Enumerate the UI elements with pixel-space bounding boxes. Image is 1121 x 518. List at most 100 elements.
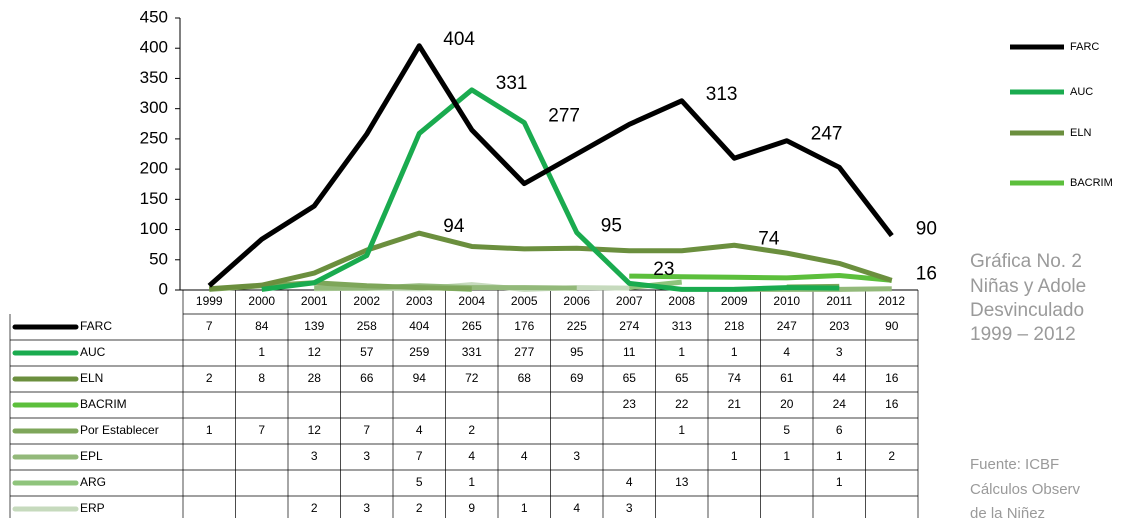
value-label: 313	[706, 84, 738, 105]
table-cell: 6	[836, 423, 843, 437]
legend-label: BACRIM	[1070, 177, 1113, 189]
table-cell: 20	[780, 397, 794, 411]
table-row-label: ELN	[80, 371, 103, 385]
table-cell: 176	[514, 319, 534, 333]
y-tick-label: 300	[140, 98, 168, 117]
table-cell: 11	[623, 345, 636, 359]
table-cell: 265	[462, 319, 482, 333]
table-cell: 7	[258, 423, 265, 437]
table-cell: 258	[357, 319, 377, 333]
legend-label: AUC	[1070, 86, 1093, 98]
table-cell: 203	[829, 319, 849, 333]
table-cell: 1	[258, 345, 265, 359]
value-label: 247	[811, 124, 843, 145]
table-cell: 2	[206, 371, 213, 385]
table-cell: 1	[678, 345, 685, 359]
table-cell: 57	[360, 345, 374, 359]
table-cell: 1	[836, 475, 843, 489]
table-cell: 3	[311, 449, 318, 463]
table-cell: 68	[518, 371, 532, 385]
y-tick-label: 450	[140, 7, 168, 26]
table-cell: 1	[731, 449, 738, 463]
table-cell: 247	[777, 319, 797, 333]
table-cell: 3	[626, 501, 633, 515]
x-tick-label: 2011	[826, 294, 852, 308]
value-label: 94	[443, 216, 465, 237]
table-cell: 2	[888, 449, 895, 463]
series-line	[261, 87, 840, 292]
y-tick-label: 50	[149, 249, 168, 268]
x-tick-label: 2001	[301, 294, 328, 308]
table-cell: 5	[416, 475, 423, 489]
table-cell: 65	[623, 371, 637, 385]
table-cell: 12	[308, 345, 322, 359]
series-line	[207, 43, 894, 288]
table-cell: 1	[731, 345, 738, 359]
y-tick-label: 400	[140, 38, 168, 57]
caption: Gráfica No. 2	[970, 251, 1082, 272]
table-cell: 61	[780, 371, 794, 385]
table-cell: 1	[836, 449, 843, 463]
series-line	[629, 272, 892, 283]
source: de la Niñez	[970, 505, 1045, 518]
legend-label: FARC	[1070, 41, 1099, 53]
x-tick-label: 2000	[248, 294, 275, 308]
table-cell: 28	[308, 371, 322, 385]
x-tick-label: 1999	[196, 294, 223, 308]
series-line	[209, 230, 893, 292]
table-cell: 274	[619, 319, 639, 333]
source: Cálculos Observ	[970, 481, 1081, 498]
value-label: 277	[548, 106, 580, 127]
table-cell: 7	[416, 449, 423, 463]
x-tick-label: 2008	[668, 294, 695, 308]
table-cell: 3	[363, 501, 370, 515]
table-cell: 259	[409, 345, 429, 359]
table-cell: 4	[468, 449, 475, 463]
table-cell: 65	[675, 371, 689, 385]
table-cell: 16	[885, 397, 899, 411]
table-row-label: EPL	[80, 449, 103, 463]
x-tick-label: 2007	[616, 294, 643, 308]
caption: Desvinculado	[970, 300, 1084, 321]
caption: Niñas y Adole	[970, 276, 1086, 297]
table-cell: 95	[570, 345, 584, 359]
table-cell: 3	[363, 449, 370, 463]
table-cell: 3	[836, 345, 843, 359]
table-cell: 313	[672, 319, 692, 333]
table-cell: 1	[521, 501, 528, 515]
table-cell: 4	[573, 501, 580, 515]
x-tick-label: 2002	[353, 294, 380, 308]
table-row-label: ARG	[80, 475, 106, 489]
table-cell: 7	[363, 423, 370, 437]
table-cell: 1	[468, 475, 475, 489]
x-tick-label: 2006	[563, 294, 590, 308]
x-tick-label: 2012	[878, 294, 905, 308]
table-cell: 1	[206, 423, 213, 437]
table-cell: 72	[465, 371, 479, 385]
table-cell: 66	[360, 371, 374, 385]
table-cell: 23	[623, 397, 637, 411]
table-cell: 139	[304, 319, 324, 333]
table-cell: 13	[675, 475, 689, 489]
x-tick-label: 2009	[721, 294, 748, 308]
table-cell: 1	[783, 449, 790, 463]
y-tick-label: 350	[140, 68, 168, 87]
table-row-label: FARC	[80, 319, 112, 333]
table-cell: 4	[783, 345, 790, 359]
table-cell: 2	[416, 501, 423, 515]
table-cell: 1	[678, 423, 685, 437]
x-tick-label: 2003	[406, 294, 433, 308]
table-cell: 4	[416, 423, 423, 437]
y-tick-label: 150	[140, 189, 168, 208]
caption: 1999 – 2012	[970, 324, 1076, 345]
x-tick-label: 2010	[773, 294, 800, 308]
value-label: 74	[758, 228, 780, 249]
table-cell: 12	[308, 423, 322, 437]
table-cell: 3	[573, 449, 580, 463]
table-cell: 90	[885, 319, 899, 333]
table-cell: 2	[311, 501, 318, 515]
value-label: 404	[443, 29, 475, 50]
table-cell: 5	[783, 423, 790, 437]
table-cell: 218	[724, 319, 744, 333]
table-cell: 69	[570, 371, 584, 385]
